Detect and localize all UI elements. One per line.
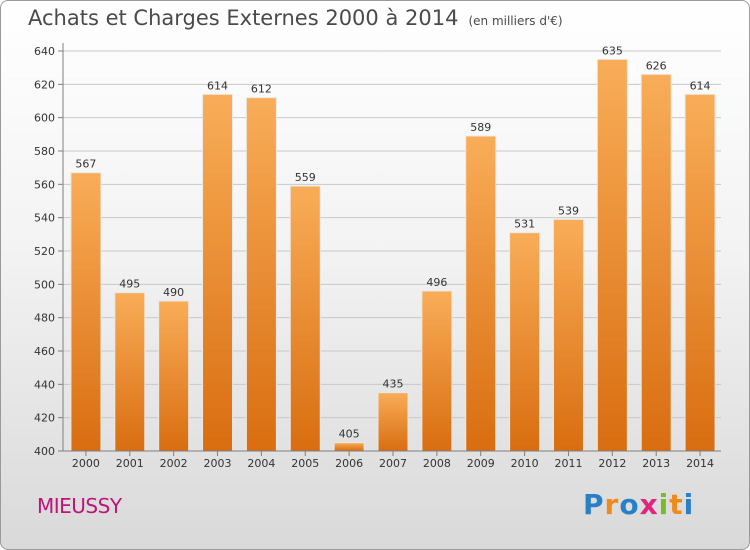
bar [552, 218, 584, 452]
x-tick-label: 2002 [160, 457, 188, 470]
x-tick-label: 2005 [291, 457, 319, 470]
y-tick-label: 540 [34, 212, 55, 225]
logo-letter: t [669, 488, 684, 521]
logo-letter: P [583, 488, 605, 521]
labels: 400 420 440 460 480 500 520 540 560 580 600 620 640 5… [34, 44, 714, 470]
data-label: 559 [295, 171, 316, 184]
logo-letter: o [619, 488, 640, 521]
y-tick-label: 640 [34, 45, 55, 58]
bar [114, 292, 146, 452]
proxiti-logo: Proxiti [583, 488, 694, 521]
bar [421, 290, 453, 452]
x-tick-label: 2004 [247, 457, 275, 470]
data-label: 614 [207, 79, 228, 92]
chart-title: Achats et Charges Externes 2000 à 2014 [28, 6, 459, 30]
data-label: 626 [646, 59, 667, 72]
x-tick-label: 2012 [598, 457, 626, 470]
place-name: MIEUSSY [37, 494, 122, 518]
title-row: Achats et Charges Externes 2000 à 2014 (e… [28, 6, 563, 30]
bar [202, 93, 234, 452]
x-tick-label: 2008 [423, 457, 451, 470]
y-tick-label: 580 [34, 145, 55, 158]
x-tick-label: 2006 [335, 457, 363, 470]
data-label: 539 [558, 204, 579, 217]
data-label: 567 [75, 158, 96, 171]
logo-letter: x [639, 488, 659, 521]
bars [70, 58, 716, 452]
bar [289, 185, 321, 452]
data-label: 589 [470, 121, 491, 134]
bar [465, 135, 497, 452]
bar [158, 300, 190, 452]
data-label: 495 [119, 278, 140, 291]
bar [684, 93, 716, 452]
data-label: 490 [163, 286, 184, 299]
bar [596, 58, 628, 452]
y-tick-label: 560 [34, 178, 55, 191]
y-tick-label: 440 [34, 378, 55, 391]
logo-letter: i [658, 488, 670, 521]
logo-letter: i [683, 488, 695, 521]
bar [245, 97, 277, 452]
y-tick-label: 420 [34, 412, 55, 425]
bar [70, 172, 102, 452]
y-tick-label: 480 [34, 312, 55, 325]
bar [509, 232, 541, 452]
x-tick-label: 2007 [379, 457, 407, 470]
bar [333, 442, 365, 452]
y-tick-label: 520 [34, 245, 55, 258]
axes [58, 43, 721, 456]
bar [377, 392, 409, 452]
data-label: 435 [383, 378, 404, 391]
data-label: 531 [514, 218, 535, 231]
y-tick-label: 620 [34, 78, 55, 91]
data-label: 496 [426, 276, 447, 289]
logo-letter: r [604, 488, 620, 521]
y-tick-label: 460 [34, 345, 55, 358]
x-tick-label: 2009 [467, 457, 495, 470]
x-tick-label: 2001 [116, 457, 144, 470]
data-label: 635 [602, 44, 623, 57]
x-tick-label: 2000 [72, 457, 100, 470]
y-tick-label: 500 [34, 278, 55, 291]
y-tick-label: 600 [34, 112, 55, 125]
x-tick-label: 2013 [642, 457, 670, 470]
x-tick-label: 2011 [554, 457, 582, 470]
x-tick-label: 2014 [686, 457, 714, 470]
data-label: 614 [690, 79, 711, 92]
x-tick-label: 2003 [204, 457, 232, 470]
chart-subtitle: (en milliers d'€) [468, 14, 563, 28]
data-label: 405 [339, 428, 360, 441]
y-tick-label: 400 [34, 445, 55, 458]
bar [640, 73, 672, 452]
x-tick-label: 2010 [511, 457, 539, 470]
data-label: 612 [251, 83, 272, 96]
